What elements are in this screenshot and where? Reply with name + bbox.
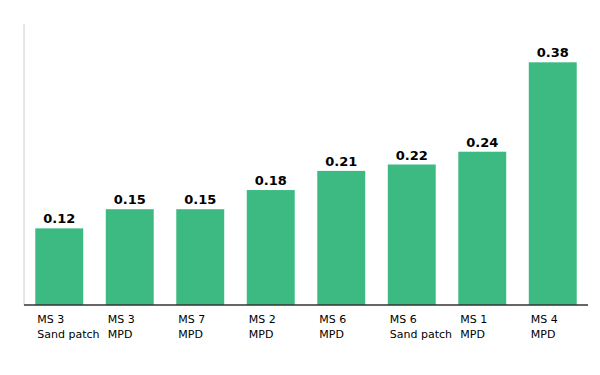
data-label: 0.12 xyxy=(43,211,75,226)
data-label: 0.24 xyxy=(466,135,498,150)
x-tick-label: Sand patch xyxy=(390,328,452,341)
chart: 0.12 0.15 0.15 0.18 0.21 0.22 0.24 0.38 MS 3 Sand… xyxy=(0,0,600,375)
x-tick-label: MS 4 xyxy=(531,313,558,326)
x-tick-label: MS 6 xyxy=(390,313,417,326)
x-tick-label: MS 7 xyxy=(178,313,205,326)
x-tick-label: MS 3 xyxy=(37,313,64,326)
data-label: 0.22 xyxy=(396,148,428,163)
x-tick-label: MPD xyxy=(249,328,274,341)
x-tick-label: MPD xyxy=(108,328,133,341)
chart-container: 0.12 0.15 0.15 0.18 0.21 0.22 0.24 0.38 MS 3 Sand… xyxy=(0,0,600,375)
data-label: 0.15 xyxy=(184,192,216,207)
x-tick-label: MPD xyxy=(460,328,485,341)
x-axis-line xyxy=(24,304,588,306)
bar xyxy=(317,171,365,305)
bar xyxy=(176,209,224,305)
bar xyxy=(247,190,295,305)
x-tick-label: MS 6 xyxy=(319,313,346,326)
x-tick-label: Sand patch xyxy=(37,328,99,341)
bar xyxy=(458,152,506,305)
x-tick-label: MS 3 xyxy=(108,313,135,326)
labels: 0.12 0.15 0.15 0.18 0.21 0.22 0.24 0.38 MS 3 Sand… xyxy=(37,45,569,341)
x-tick-label: MPD xyxy=(178,328,203,341)
data-label: 0.15 xyxy=(114,192,146,207)
bar xyxy=(106,209,154,305)
x-tick-label: MS 1 xyxy=(460,313,487,326)
x-tick-label: MPD xyxy=(531,328,556,341)
x-tick-label: MS 2 xyxy=(249,313,276,326)
bar xyxy=(388,165,436,306)
bar xyxy=(529,62,577,305)
data-label: 0.38 xyxy=(537,45,569,60)
bar xyxy=(35,228,83,305)
data-label: 0.18 xyxy=(255,173,287,188)
data-label: 0.21 xyxy=(325,154,357,169)
y-axis-line xyxy=(24,24,25,305)
bars xyxy=(35,62,576,305)
x-tick-label: MPD xyxy=(319,328,344,341)
